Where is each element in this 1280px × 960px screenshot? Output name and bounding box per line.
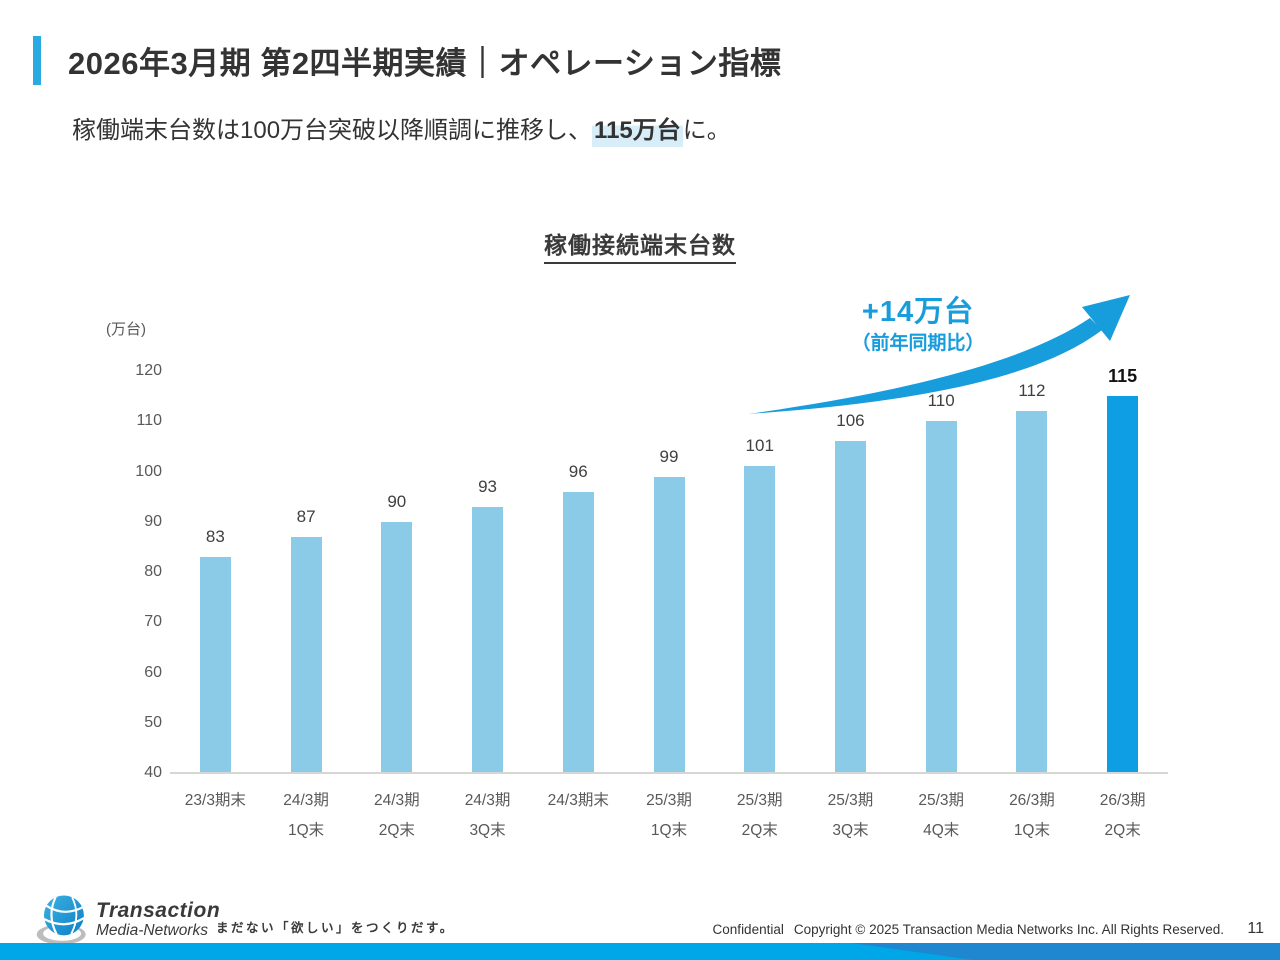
x-axis-category-label: 25/3期 4Q末 bbox=[918, 792, 964, 839]
x-axis-category-label: 24/3期 1Q末 bbox=[283, 792, 329, 839]
copyright-label: Copyright © 2025 Transaction Media Netwo… bbox=[793, 922, 1224, 937]
bar-value-label: 99 bbox=[659, 446, 679, 466]
bar-value-label: 115 bbox=[1108, 366, 1138, 387]
bottom-accent-bar bbox=[0, 943, 1280, 960]
logo-line2: Media-Networks bbox=[96, 921, 208, 939]
bar-value-label: 96 bbox=[568, 461, 588, 481]
y-axis-tick-label: 70 bbox=[144, 613, 162, 631]
subtitle-text: 稼働端末台数は100万台突破以降順調に推移し、 bbox=[72, 117, 593, 144]
x-axis-category-label: 23/3期末 bbox=[184, 792, 246, 809]
x-axis-category-label: 25/3期 3Q末 bbox=[827, 792, 874, 839]
bar bbox=[290, 536, 322, 773]
company-tagline: まだない「欲しい」をつくりだす。 bbox=[216, 921, 455, 935]
logo-wordmark: Transaction Media-Networks bbox=[96, 900, 220, 939]
bar-value-label: 110 bbox=[927, 391, 955, 411]
bottom-accent-bar-bright bbox=[0, 943, 973, 960]
bar-value-label: 112 bbox=[1018, 381, 1046, 401]
bar-value-label: 93 bbox=[478, 476, 497, 496]
y-axis-tick-label: 110 bbox=[136, 412, 162, 430]
x-axis-line bbox=[170, 772, 1168, 774]
logo-line1: Transaction bbox=[96, 898, 221, 922]
subtitle-highlight: 115万台 bbox=[592, 117, 683, 147]
bar bbox=[1016, 411, 1048, 773]
globe-logo-icon bbox=[36, 895, 86, 945]
x-axis-category-label: 26/3期 2Q末 bbox=[1099, 792, 1146, 839]
subtitle-suffix: に。 bbox=[682, 117, 731, 144]
chart-title: 稼働接続端末台数 bbox=[0, 226, 1280, 264]
page-number: 11 bbox=[1247, 920, 1264, 937]
bar bbox=[744, 466, 776, 773]
copyright-text: Confidential Copyright © 2025 Transaction… bbox=[713, 922, 1224, 937]
x-axis-category-label: 24/3期 3Q末 bbox=[464, 792, 511, 839]
y-axis-tick-label: 100 bbox=[135, 462, 162, 480]
bar-value-label: 83 bbox=[205, 526, 225, 546]
x-axis-category-label: 24/3期末 bbox=[547, 792, 609, 809]
y-axis-tick-label: 90 bbox=[144, 512, 162, 530]
bar bbox=[472, 506, 504, 773]
y-axis-tick-label: 120 bbox=[135, 362, 162, 379]
x-axis-category-label: 26/3期 1Q末 bbox=[1009, 792, 1055, 839]
bar-value-label: 90 bbox=[387, 491, 407, 511]
x-axis-category-label: 24/3期 2Q末 bbox=[373, 792, 420, 839]
bar-value-label: 106 bbox=[836, 411, 865, 431]
bar bbox=[199, 556, 231, 773]
annotation-sublabel: （前年同期比） bbox=[851, 333, 985, 354]
subtitle: 稼働端末台数は100万台突破以降順調に推移し、115万台に。 bbox=[72, 110, 731, 147]
y-axis-unit-label: (万台) bbox=[106, 321, 146, 338]
bar bbox=[381, 521, 413, 773]
page-title: 2026年3月期 第2四半期実績｜オペレーション指標 bbox=[68, 46, 782, 81]
confidential-label: Confidential bbox=[712, 922, 784, 937]
bar bbox=[562, 491, 594, 773]
bar bbox=[653, 476, 685, 773]
y-axis-tick-label: 50 bbox=[144, 713, 162, 731]
annotation-label: +14万台 bbox=[861, 296, 975, 328]
y-axis-tick-label: 40 bbox=[144, 764, 162, 781]
x-axis-category-label: 25/3期 1Q末 bbox=[646, 792, 692, 839]
bar-value-label: 101 bbox=[745, 436, 774, 456]
y-axis-tick-label: 60 bbox=[144, 663, 162, 681]
bar bbox=[1107, 396, 1139, 773]
y-axis-tick-label: 80 bbox=[144, 563, 162, 580]
bar bbox=[834, 441, 866, 773]
x-axis-category-label: 25/3期 2Q末 bbox=[736, 792, 783, 839]
title-accent-bar bbox=[33, 36, 41, 85]
bar-value-label: 87 bbox=[296, 506, 316, 526]
company-logo: Transaction Media-Networks bbox=[34, 891, 220, 947]
bar bbox=[925, 421, 957, 773]
